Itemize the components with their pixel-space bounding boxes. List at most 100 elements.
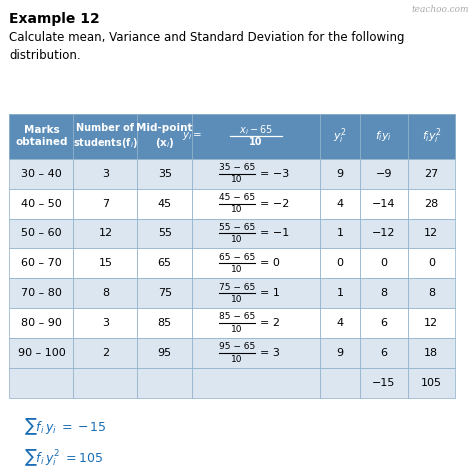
Text: = −1: = −1 (260, 228, 289, 238)
Bar (9, 368, 73, 398)
Text: $f_iy_i^2$: $f_iy_i^2$ (421, 127, 441, 146)
Text: 55 − 65: 55 − 65 (219, 223, 255, 232)
Bar (73, 248, 137, 278)
Text: 35 − 65: 35 − 65 (219, 163, 255, 172)
Text: 12: 12 (424, 228, 438, 238)
Bar (73, 368, 137, 398)
Bar (73, 189, 137, 219)
Bar (408, 278, 455, 308)
Text: 9: 9 (337, 348, 344, 358)
Text: $\sum f_i\, y_i^2$ $= 105$: $\sum f_i\, y_i^2$ $= 105$ (24, 447, 103, 468)
Text: 95 − 65: 95 − 65 (219, 342, 255, 351)
Text: 35: 35 (158, 169, 172, 179)
Bar (192, 114, 320, 159)
Bar (408, 189, 455, 219)
Text: = 0: = 0 (260, 258, 279, 268)
Text: 4: 4 (337, 318, 344, 328)
Bar (9, 189, 73, 219)
Bar (320, 219, 360, 248)
Text: 10: 10 (249, 137, 263, 147)
Text: −12: −12 (372, 228, 396, 238)
Bar (320, 368, 360, 398)
Text: 60 – 70: 60 – 70 (21, 258, 62, 268)
Bar (137, 338, 192, 368)
Text: 10: 10 (231, 235, 243, 244)
Text: −15: −15 (372, 378, 396, 388)
Text: $x_i - 65$: $x_i - 65$ (239, 124, 273, 137)
Bar (408, 159, 455, 189)
Text: 1: 1 (337, 288, 344, 298)
Text: 6: 6 (381, 348, 387, 358)
Bar (408, 308, 455, 338)
Text: 75 − 65: 75 − 65 (219, 283, 255, 292)
Bar (137, 278, 192, 308)
Bar (320, 114, 360, 159)
Text: 70 – 80: 70 – 80 (21, 288, 62, 298)
Bar (137, 114, 192, 159)
Bar (9, 278, 73, 308)
Bar (192, 219, 320, 248)
Bar (192, 159, 320, 189)
Bar (360, 308, 408, 338)
Text: $y_i^2$: $y_i^2$ (333, 127, 347, 146)
Bar (137, 219, 192, 248)
Bar (360, 189, 408, 219)
Text: Mid-point
(x$_i$): Mid-point (x$_i$) (137, 123, 193, 150)
Bar (360, 114, 408, 159)
Bar (73, 159, 137, 189)
Bar (9, 114, 73, 159)
Text: teachoo.com: teachoo.com (412, 5, 469, 14)
Text: 90 – 100: 90 – 100 (18, 348, 65, 358)
Text: = 2: = 2 (260, 318, 280, 328)
Text: 0: 0 (337, 258, 344, 268)
Bar (192, 338, 320, 368)
Bar (320, 278, 360, 308)
Bar (9, 338, 73, 368)
Text: = 1: = 1 (260, 288, 279, 298)
Bar (73, 308, 137, 338)
Text: Number of
students(f$_i$): Number of students(f$_i$) (73, 123, 138, 150)
Text: 2: 2 (102, 348, 109, 358)
Text: 105: 105 (421, 378, 442, 388)
Text: 0: 0 (381, 258, 387, 268)
Text: 30 – 40: 30 – 40 (21, 169, 62, 179)
Text: 80 – 90: 80 – 90 (21, 318, 62, 328)
Text: Calculate mean, Variance and Standard Deviation for the following
distribution.: Calculate mean, Variance and Standard De… (9, 31, 405, 62)
Bar (137, 159, 192, 189)
Text: 45: 45 (158, 199, 172, 209)
Text: = −3: = −3 (260, 169, 289, 179)
Bar (360, 338, 408, 368)
Bar (9, 248, 73, 278)
Text: −9: −9 (376, 169, 392, 179)
Bar (360, 278, 408, 308)
Bar (192, 308, 320, 338)
Text: 15: 15 (99, 258, 112, 268)
Text: 75: 75 (158, 288, 172, 298)
Bar (408, 114, 455, 159)
Text: 65: 65 (158, 258, 172, 268)
Text: 4: 4 (337, 199, 344, 209)
Bar (192, 189, 320, 219)
Text: $y_i =$: $y_i =$ (182, 130, 202, 142)
Text: 10: 10 (231, 205, 243, 214)
Text: 50 – 60: 50 – 60 (21, 228, 62, 238)
Text: 8: 8 (380, 288, 388, 298)
Bar (73, 278, 137, 308)
Bar (73, 338, 137, 368)
Text: $f_iy_i$: $f_iy_i$ (375, 129, 392, 143)
Bar (9, 159, 73, 189)
Text: = −2: = −2 (260, 199, 289, 209)
Text: 1: 1 (337, 228, 344, 238)
Text: = 3: = 3 (260, 348, 279, 358)
Bar (408, 248, 455, 278)
Text: 10: 10 (231, 175, 243, 184)
Bar (73, 114, 137, 159)
Text: 3: 3 (102, 318, 109, 328)
Text: 10: 10 (231, 355, 243, 364)
Text: 55: 55 (158, 228, 172, 238)
Text: Marks
obtained: Marks obtained (15, 125, 68, 147)
Bar (73, 219, 137, 248)
Text: 45 − 65: 45 − 65 (219, 193, 255, 202)
Bar (192, 368, 320, 398)
Text: 9: 9 (337, 169, 344, 179)
